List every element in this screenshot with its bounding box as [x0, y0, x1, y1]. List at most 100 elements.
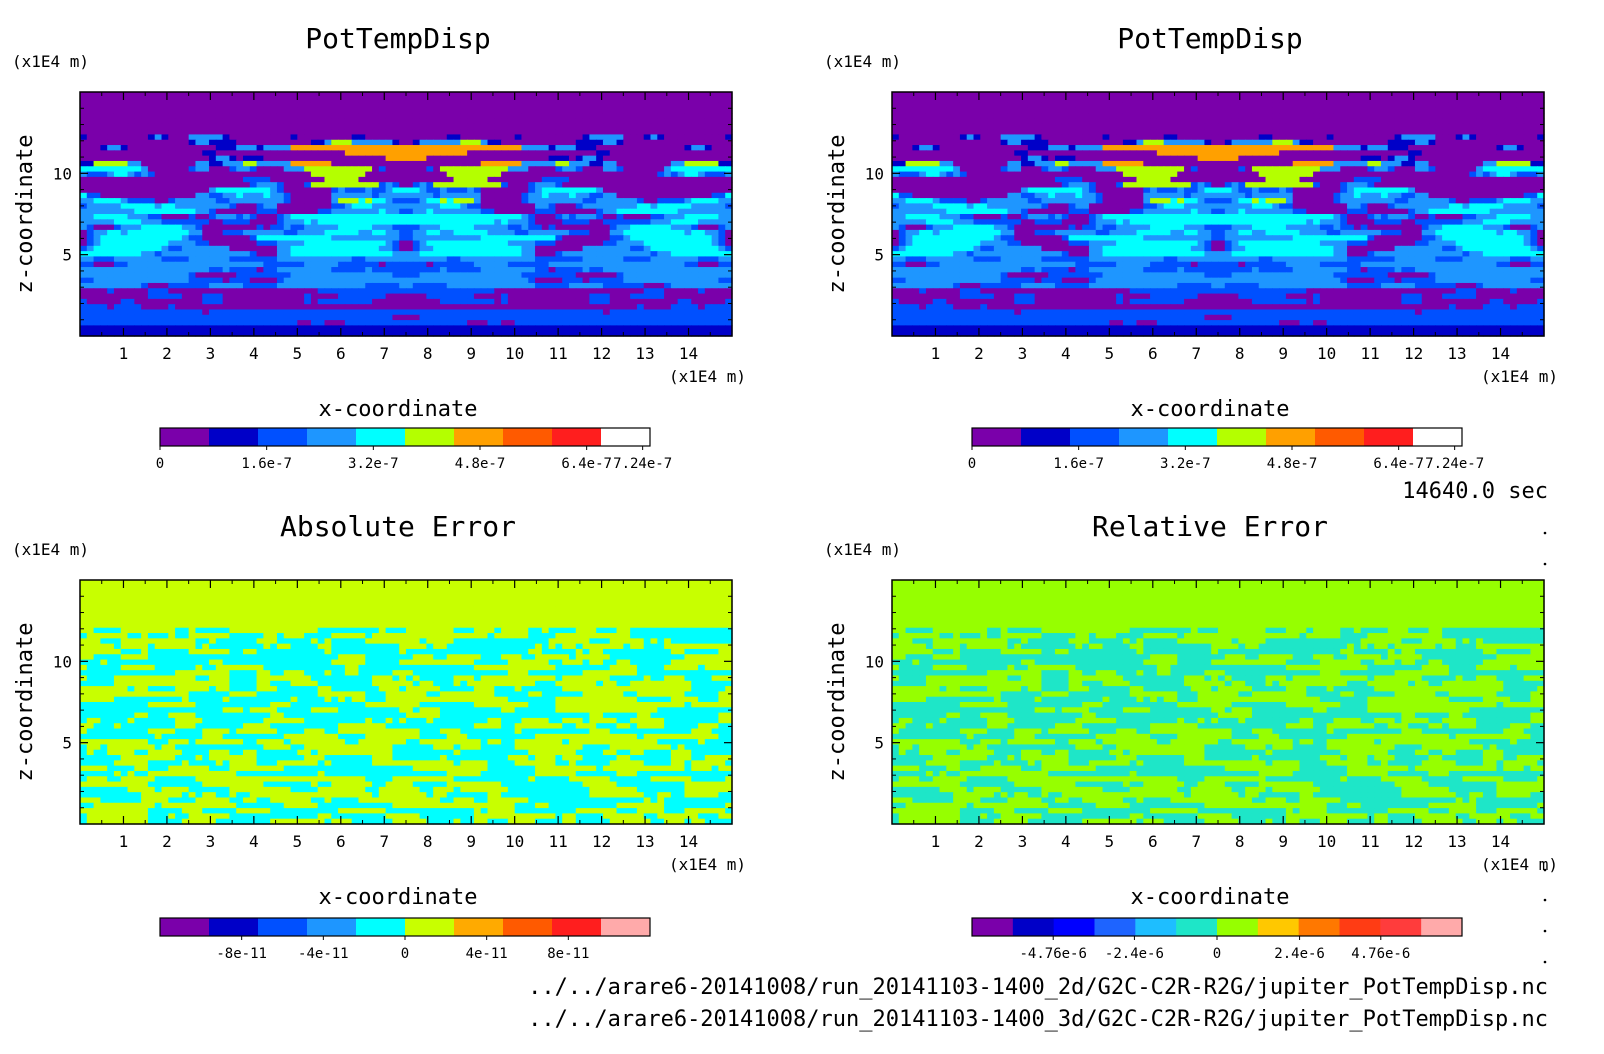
heatmap-cell — [209, 240, 217, 247]
heatmap-cell — [86, 208, 95, 215]
heatmap-cell — [636, 171, 645, 178]
heatmap-cell — [249, 314, 258, 321]
heatmap-cell — [1503, 97, 1511, 104]
heatmap-cell — [684, 298, 692, 305]
heatmap-cell — [290, 229, 298, 236]
heatmap-cell — [209, 145, 217, 151]
heatmap-cell — [507, 187, 516, 194]
heatmap-cell — [161, 123, 169, 130]
heatmap-cell — [514, 251, 523, 258]
heatmap-cell — [1055, 97, 1063, 104]
heatmap-cell — [1170, 107, 1178, 114]
heatmap-cell — [358, 155, 366, 162]
heatmap-cell — [215, 182, 224, 189]
heatmap-cell — [419, 219, 427, 226]
heatmap-cell — [1021, 92, 1029, 98]
heatmap-cell — [1021, 107, 1029, 114]
heatmap-cell — [555, 256, 563, 263]
heatmap-cell — [596, 166, 604, 173]
heatmap-cell — [243, 150, 251, 157]
heatmap-cell — [487, 198, 495, 204]
heatmap-cell — [127, 235, 135, 242]
heatmap-cell — [691, 150, 699, 157]
heatmap-cell — [507, 219, 516, 226]
heatmap-cell — [602, 208, 611, 215]
heatmap-cell — [460, 139, 468, 146]
heatmap-cell — [304, 171, 312, 178]
heatmap-cell — [113, 208, 122, 215]
heatmap-cell — [541, 160, 550, 167]
heatmap-cell — [453, 107, 461, 114]
heatmap-cell — [236, 97, 244, 104]
heatmap-cell — [1489, 97, 1498, 104]
heatmap-cell — [480, 118, 489, 125]
heatmap-cell — [358, 113, 366, 120]
heatmap-cell — [1021, 102, 1029, 109]
heatmap-cell — [120, 150, 129, 157]
heatmap-cell — [324, 277, 332, 284]
heatmap-cell — [161, 176, 169, 183]
heatmap-cell — [643, 251, 652, 258]
heatmap-cell — [670, 219, 679, 226]
heatmap-cell — [460, 293, 468, 300]
heatmap-cell — [80, 214, 88, 220]
heatmap-cell — [616, 92, 624, 98]
heatmap-cell — [310, 166, 319, 173]
heatmap-cell — [616, 102, 624, 109]
heatmap-cell — [555, 150, 563, 157]
heatmap-cell — [473, 261, 482, 268]
heatmap-cell — [168, 245, 176, 252]
heatmap-cell — [494, 150, 502, 157]
heatmap-cell — [684, 288, 692, 295]
heatmap-cell — [616, 182, 624, 189]
heatmap-cell — [202, 224, 210, 231]
heatmap-cell — [120, 113, 129, 120]
heatmap-cell — [473, 219, 482, 226]
heatmap-cell — [1055, 92, 1063, 98]
heatmap-cell — [161, 235, 169, 242]
heatmap-cell — [406, 160, 414, 167]
heatmap-cell — [290, 288, 298, 295]
heatmap-cell — [358, 229, 366, 236]
heatmap-cell — [256, 102, 264, 109]
heatmap-cell — [351, 214, 360, 220]
heatmap-cell — [677, 187, 686, 194]
heatmap-cell — [569, 224, 577, 231]
heatmap-cell — [372, 330, 380, 337]
heatmap-cell — [392, 240, 400, 247]
heatmap-cell — [698, 97, 706, 104]
heatmap-cell — [596, 123, 604, 130]
heatmap-cell — [596, 192, 604, 199]
heatmap-cell — [1190, 102, 1199, 109]
heatmap-cell — [589, 155, 597, 162]
heatmap-cell — [575, 134, 584, 141]
heatmap-cell — [623, 298, 631, 305]
heatmap-cell — [467, 182, 475, 189]
heatmap-cell — [1251, 107, 1260, 114]
heatmap-cell — [636, 187, 645, 194]
heatmap-cell — [399, 256, 407, 263]
heatmap-cell — [453, 198, 461, 204]
heatmap-cell — [236, 150, 244, 157]
heatmap-cell — [630, 214, 638, 220]
heatmap-cell — [453, 139, 461, 146]
heatmap-cell — [569, 208, 577, 215]
heatmap-cell — [501, 293, 509, 300]
heatmap-cell — [331, 256, 339, 263]
heatmap-cell — [276, 107, 285, 114]
heatmap-cell — [596, 261, 604, 268]
heatmap-cell — [304, 267, 312, 273]
heatmap-cell — [643, 166, 652, 173]
heatmap-cell — [670, 251, 679, 258]
heatmap-cell — [589, 224, 597, 231]
heatmap-cell — [93, 224, 101, 231]
heatmap-cell — [351, 113, 360, 120]
heatmap-cell — [317, 272, 326, 279]
heatmap-cell — [670, 145, 679, 151]
heatmap-cell — [684, 166, 692, 173]
heatmap-cell — [562, 214, 570, 220]
heatmap-cell — [1340, 107, 1348, 114]
heatmap-cell — [711, 267, 720, 273]
heatmap-cell — [541, 298, 550, 305]
